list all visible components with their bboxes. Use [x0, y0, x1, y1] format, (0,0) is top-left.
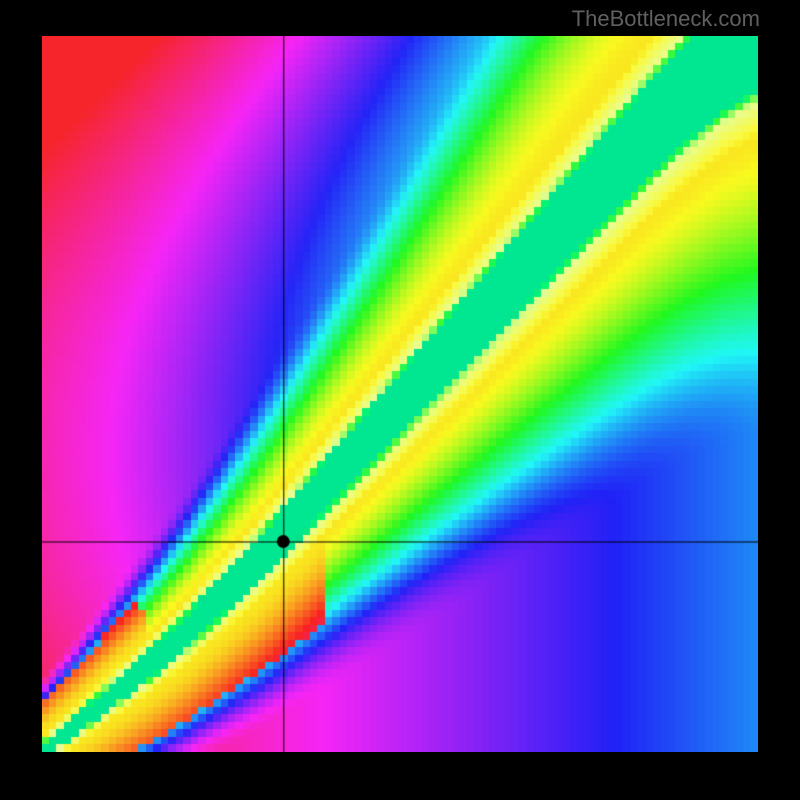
- heatmap-plot: [42, 36, 758, 752]
- watermark-text: TheBottleneck.com: [572, 6, 760, 32]
- chart-frame: TheBottleneck.com: [0, 0, 800, 800]
